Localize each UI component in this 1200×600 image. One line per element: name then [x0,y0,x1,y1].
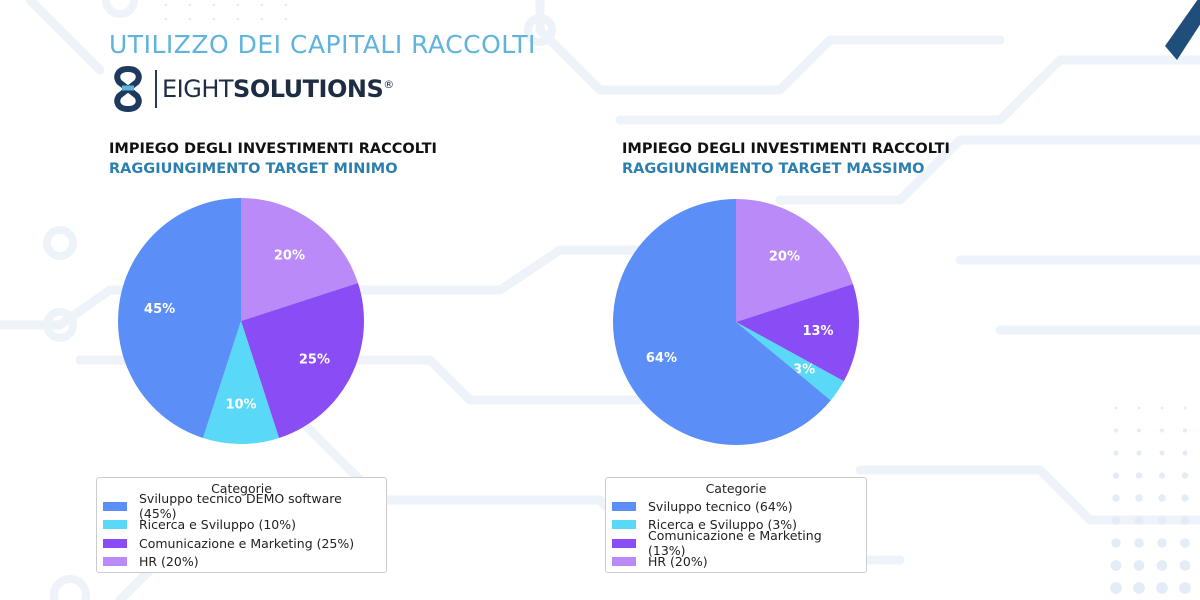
legend-swatch [612,557,636,567]
chart-1-title: IMPIEGO DEGLI INVESTIMENTI RACCOLTI [109,141,437,157]
legend-item: Sviluppo tecnico DEMO software (45%) [103,491,380,521]
legend-swatch [103,538,127,548]
brand-name-light: EIGHT [162,75,234,103]
chart-1-subtitle: RAGGIUNGIMENTO TARGET MINIMO [109,161,398,177]
pie-slice-label: 3% [793,362,815,377]
legend-item: HR (20%) [612,553,860,572]
pie-chart-maximum: 20% 13% 3% 64% [613,199,859,445]
legend-item: Sviluppo tecnico (64%) [612,497,860,516]
pie-slice-label: 20% [769,249,800,264]
pie-slice-label: 25% [299,352,330,367]
corner-accent [1163,0,1200,80]
brand-name: EIGHTSOLUTIONS® [162,75,394,103]
pie-slice-label: 13% [802,324,833,339]
legend-swatch [612,520,636,530]
pie-slice-1 [241,282,364,438]
legend-swatch [612,501,636,511]
brand-logo: EIGHTSOLUTIONS® [110,64,410,114]
legend-title: Categorie [705,481,767,496]
brand-name-bold: SOLUTIONS [233,75,384,103]
registered-mark: ® [383,78,395,91]
legend-swatch [103,520,127,530]
pie-slice-2 [202,321,280,444]
legend-item: HR (20%) [103,553,380,572]
legend-label: HR (20%) [139,554,199,570]
legend-label: HR (20%) [648,554,708,570]
pie-slice-3 [613,199,831,445]
legend-label: Comunicazione e Marketing (25%) [139,535,355,551]
legend-swatch [103,501,127,511]
page-title: UTILIZZO DEI CAPITALI RACCOLTI [109,30,536,59]
legend-item: Comunicazione e Marketing (13%) [612,528,860,558]
legend-swatch [612,538,636,548]
legend-title: Categorie [211,481,272,496]
legend-label: Comunicazione e Marketing (13%) [648,528,822,559]
pie-slice-label: 10% [225,397,256,412]
pie-slice-label: 64% [646,351,677,366]
dot-grid-decoration [164,3,1191,594]
chart-2-subtitle: RAGGIUNGIMENTO TARGET MASSIMO [622,161,925,177]
pie-slice-label: 20% [274,248,305,263]
legend-minimum: Categorie Sviluppo tecnico DEMO software… [96,477,387,573]
legend-item: Comunicazione e Marketing (25%) [103,534,380,553]
legend-item: Ricerca e Sviluppo (3%) [612,516,860,535]
legend-maximum: Categorie Sviluppo tecnico (64%) Ricerca … [605,477,867,573]
legend-item: Ricerca e Sviluppo (10%) [103,516,380,535]
pie-chart-minimum: 20% 25% 10% 45% [118,198,364,444]
legend-label: Sviluppo tecnico (64%) [648,498,793,514]
chart-1-heading: IMPIEGO DEGLI INVESTIMENTI RACCOLTI RAGG… [109,139,437,179]
chart-2-heading: IMPIEGO DEGLI INVESTIMENTI RACCOLTI RAGG… [622,139,950,179]
pie-slice-2 [736,322,844,401]
legend-label: Sviluppo tecnico DEMO software (45%) [139,491,342,522]
logo-divider [155,70,157,108]
legend-label: Ricerca e Sviluppo (3%) [648,517,798,533]
pie-slice-3 [118,198,241,438]
pie-slice-label: 45% [144,302,175,317]
eight-logo-icon [114,66,142,112]
legend-label: Ricerca e Sviluppo (10%) [139,517,296,533]
chart-2-title: IMPIEGO DEGLI INVESTIMENTI RACCOLTI [622,141,950,157]
pie-slice-0 [241,198,358,321]
pie-slice-0 [736,199,853,322]
legend-swatch [103,557,127,567]
pie-slice-1 [736,283,859,382]
